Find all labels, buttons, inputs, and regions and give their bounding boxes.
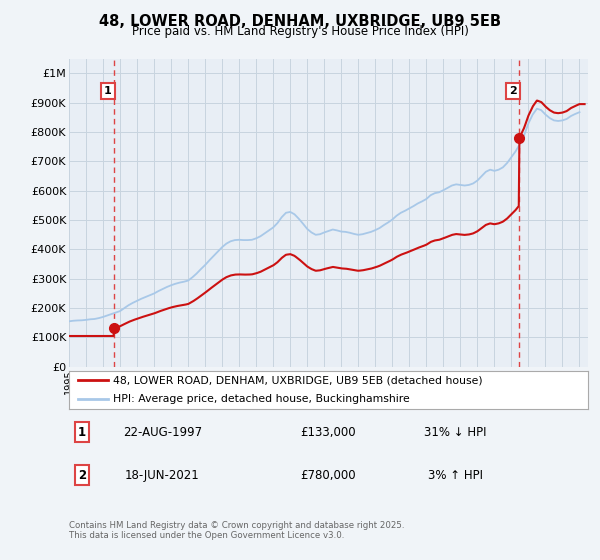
Text: HPI: Average price, detached house, Buckinghamshire: HPI: Average price, detached house, Buck… [113, 394, 410, 404]
Text: 3% ↑ HPI: 3% ↑ HPI [428, 469, 483, 482]
Text: Price paid vs. HM Land Registry's House Price Index (HPI): Price paid vs. HM Land Registry's House … [131, 25, 469, 38]
Text: £780,000: £780,000 [301, 469, 356, 482]
Text: £133,000: £133,000 [301, 426, 356, 439]
Text: 48, LOWER ROAD, DENHAM, UXBRIDGE, UB9 5EB: 48, LOWER ROAD, DENHAM, UXBRIDGE, UB9 5E… [99, 14, 501, 29]
Text: 1: 1 [78, 426, 86, 439]
Text: 2: 2 [78, 469, 86, 482]
Text: 18-JUN-2021: 18-JUN-2021 [125, 469, 200, 482]
Text: 31% ↓ HPI: 31% ↓ HPI [424, 426, 487, 439]
Text: 22-AUG-1997: 22-AUG-1997 [123, 426, 202, 439]
Text: 1: 1 [104, 86, 112, 96]
Text: 2: 2 [509, 86, 517, 96]
Text: Contains HM Land Registry data © Crown copyright and database right 2025.
This d: Contains HM Land Registry data © Crown c… [69, 521, 404, 540]
Text: 48, LOWER ROAD, DENHAM, UXBRIDGE, UB9 5EB (detached house): 48, LOWER ROAD, DENHAM, UXBRIDGE, UB9 5E… [113, 375, 483, 385]
